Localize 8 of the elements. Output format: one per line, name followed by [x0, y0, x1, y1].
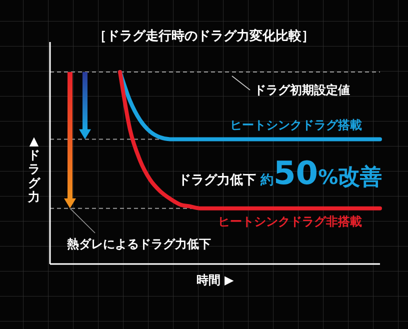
series-label: ヒートシンクドラグ搭載 [230, 118, 362, 132]
annotation: 熱ダレによるドラグ力低下 [66, 237, 211, 251]
ref-line-label: ドラグ初期設定値 [254, 83, 350, 97]
y-axis-title: ▲ドラグ力 [27, 134, 41, 204]
x-axis-title: 時間 ▶ [196, 273, 234, 287]
chart-title: ［ドラグ走行時のドラグ力変化比較］ [94, 28, 314, 44]
annotation: ドラグ力低下 約50%改善 [178, 154, 382, 192]
series-label: ヒートシンクドラグ非搭載 [218, 214, 362, 228]
